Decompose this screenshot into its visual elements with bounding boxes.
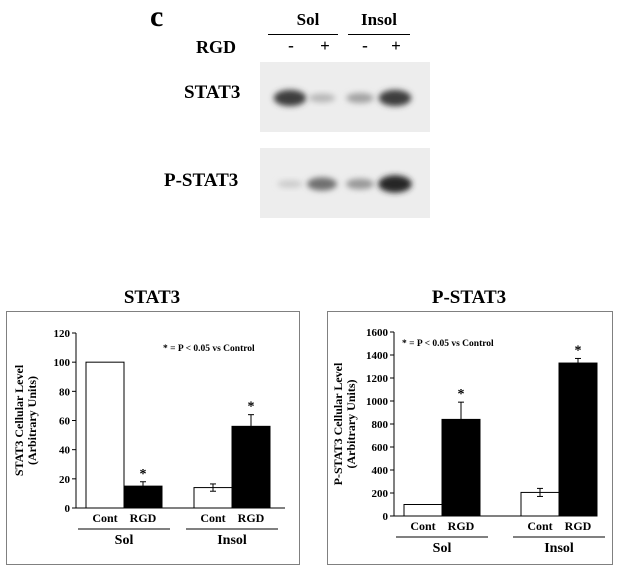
- category-label: RGD: [238, 511, 265, 525]
- y-tick-label: 40: [59, 445, 71, 457]
- chart-pstat3: 0 200 400 600 800 1000 1200 1400 1600 P-STAT3 Cel…: [327, 311, 613, 565]
- significance-mark: *: [575, 343, 582, 358]
- significance-note: * = P < 0.05 vs Control: [402, 339, 494, 349]
- lane-mark-3: -: [362, 36, 368, 55]
- lane-mark-1: -: [288, 36, 294, 55]
- blot-group-sol-line: [268, 34, 338, 35]
- significance-note: * = P < 0.05 vs Control: [163, 344, 255, 354]
- bar: [231, 425, 271, 509]
- y-axis-label: (Arbitrary Units): [344, 380, 358, 469]
- group-label: Sol: [115, 533, 134, 548]
- blot-band: [307, 177, 337, 191]
- y-axis-label: P-STAT3 Cellular Level: [331, 362, 345, 485]
- category-label: Cont: [410, 519, 435, 533]
- category-label: RGD: [448, 519, 475, 533]
- y-tick-label: 1400: [366, 350, 389, 362]
- blot-band: [346, 178, 374, 190]
- y-tick-label: 1200: [366, 373, 389, 385]
- y-tick-label: 0: [65, 503, 71, 515]
- significance-mark: *: [458, 387, 465, 402]
- y-tick-label: 200: [372, 488, 389, 500]
- y-tick-label: 400: [372, 465, 389, 477]
- bar: [558, 362, 598, 517]
- category-label: Cont: [200, 511, 225, 525]
- blot-group-insol-line: [348, 34, 410, 35]
- group-label: Insol: [217, 533, 247, 548]
- blot-band: [378, 175, 412, 193]
- chart-title-pstat3: P-STAT3: [431, 287, 507, 308]
- blot-group-insol: Insol: [361, 10, 397, 29]
- chart-stat3: 0 20 40 60 80 100 120 STAT3 Cellular Level (Arbi…: [6, 311, 300, 565]
- y-tick-label: 600: [372, 442, 389, 454]
- significance-mark: *: [248, 400, 255, 415]
- blot-band: [346, 92, 374, 104]
- blot-band: [378, 89, 412, 107]
- group-label: Insol: [544, 541, 574, 556]
- category-label: RGD: [565, 519, 592, 533]
- blot-band: [277, 180, 303, 188]
- blot-row-label-stat3: STAT3: [184, 82, 241, 103]
- blot-row-label-pstat3: P-STAT3: [164, 170, 239, 191]
- y-axis-label: STAT3 Cellular Level: [12, 364, 26, 476]
- category-label: Cont: [527, 519, 552, 533]
- y-tick-label: 1600: [366, 327, 389, 339]
- y-tick-label: 800: [372, 419, 389, 431]
- bar: [85, 361, 125, 509]
- blot-treatment-label: RGD: [196, 37, 236, 57]
- panel-letter: c: [150, 0, 164, 33]
- y-tick-label: 100: [54, 357, 71, 369]
- category-label: RGD: [130, 511, 157, 525]
- y-tick-label: 80: [59, 386, 71, 398]
- y-tick-label: 1000: [366, 396, 389, 408]
- blot-image-stat3: [260, 62, 430, 132]
- lane-mark-4: +: [391, 36, 401, 55]
- y-axis-label: (Arbitrary Units): [25, 376, 39, 465]
- chart-pstat3-plot: 0 200 400 600 800 1000 1200 1400 1600 P-STAT3 Cel…: [331, 327, 605, 556]
- group-label: Sol: [433, 541, 452, 556]
- significance-mark: *: [140, 467, 147, 482]
- lane-mark-2: +: [320, 36, 330, 55]
- bar: [403, 504, 443, 517]
- y-tick-label: 60: [59, 416, 71, 428]
- chart-title-stat3: STAT3: [123, 287, 181, 308]
- y-tick-label: 120: [54, 328, 71, 340]
- blot-group-sol: Sol: [296, 10, 320, 29]
- chart-stat3-plot: 0 20 40 60 80 100 120 STAT3 Cellular Level (Arbi…: [12, 328, 285, 548]
- category-label: Cont: [92, 511, 117, 525]
- blot-image-pstat3: [260, 148, 430, 218]
- blot-band: [308, 93, 336, 103]
- y-tick-label: 20: [59, 474, 71, 486]
- y-tick-label: 0: [383, 511, 389, 523]
- blot-band: [273, 89, 307, 107]
